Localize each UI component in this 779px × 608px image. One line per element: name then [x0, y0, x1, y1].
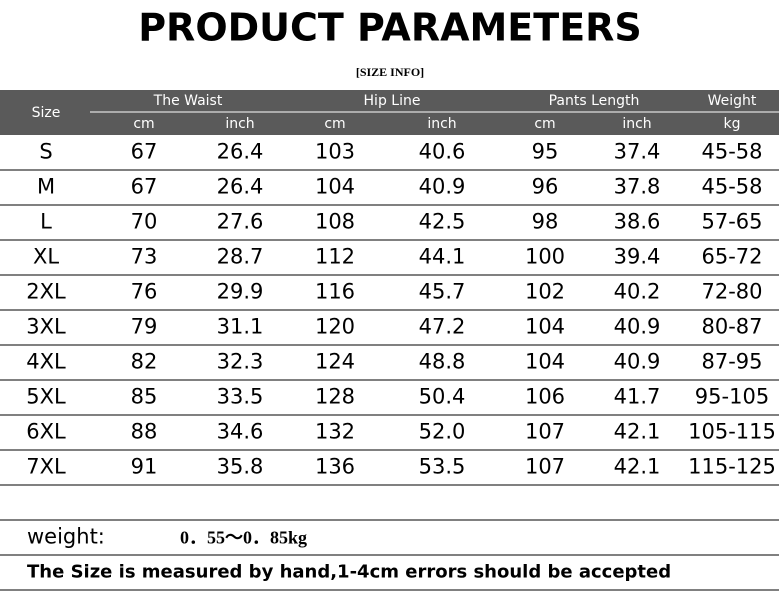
value-cell: 116 [315, 280, 355, 304]
value-cell: 45-58 [701, 175, 762, 199]
value-cell: 103 [315, 140, 355, 164]
unit-header: cm [133, 116, 154, 132]
size-cell: 3XL [26, 315, 66, 339]
size-cell: XL [33, 245, 59, 269]
value-cell: 39.4 [614, 245, 661, 269]
value-cell: 87-95 [701, 350, 762, 374]
value-cell: 28.7 [217, 245, 264, 269]
size-cell: L [40, 210, 52, 234]
value-cell: 128 [315, 385, 355, 409]
value-cell: 96 [532, 175, 559, 199]
value-cell: 67 [131, 175, 158, 199]
size-cell: 6XL [26, 420, 66, 444]
unit-header: inch [622, 116, 651, 132]
value-cell: 38.6 [614, 210, 661, 234]
unit-header: inch [427, 116, 456, 132]
value-cell: 34.6 [217, 420, 264, 444]
value-cell: 108 [315, 210, 355, 234]
value-cell: 67 [131, 140, 158, 164]
value-cell: 100 [525, 245, 565, 269]
unit-header: kg [724, 116, 741, 132]
value-cell: 47.2 [419, 315, 466, 339]
value-cell: 72-80 [701, 280, 762, 304]
value-cell: 104 [525, 350, 565, 374]
size-header: Size [32, 105, 61, 121]
size-cell: 5XL [26, 385, 66, 409]
group-header: Hip Line [364, 93, 421, 109]
size-cell: M [37, 175, 55, 199]
value-cell: 40.9 [419, 175, 466, 199]
value-cell: 85 [131, 385, 158, 409]
value-cell: 136 [315, 455, 355, 479]
value-cell: 31.1 [217, 315, 264, 339]
value-cell: 98 [532, 210, 559, 234]
value-cell: 40.2 [614, 280, 661, 304]
size-cell: 4XL [26, 350, 66, 374]
value-cell: 82 [131, 350, 158, 374]
value-cell: 79 [131, 315, 158, 339]
value-cell: 53.5 [419, 455, 466, 479]
value-cell: 42.1 [614, 455, 661, 479]
note: The Size is measured by hand,1-4cm error… [27, 562, 671, 583]
value-cell: 50.4 [419, 385, 466, 409]
value-cell: 65-72 [701, 245, 762, 269]
size-cell: 7XL [26, 455, 66, 479]
group-header: Weight [708, 93, 757, 109]
value-cell: 106 [525, 385, 565, 409]
unit-header: cm [534, 116, 555, 132]
weight-value: 0．55～0．85kg [180, 528, 307, 548]
value-cell: 33.5 [217, 385, 264, 409]
value-cell: 95 [532, 140, 559, 164]
value-cell: 120 [315, 315, 355, 339]
value-cell: 40.6 [419, 140, 466, 164]
value-cell: 29.9 [217, 280, 264, 304]
weight-label: weight: [27, 525, 105, 549]
value-cell: 26.4 [217, 175, 264, 199]
value-cell: 112 [315, 245, 355, 269]
value-cell: 105-115 [688, 420, 776, 444]
value-cell: 27.6 [217, 210, 264, 234]
value-cell: 104 [525, 315, 565, 339]
value-cell: 37.4 [614, 140, 661, 164]
value-cell: 102 [525, 280, 565, 304]
value-cell: 115-125 [688, 455, 776, 479]
value-cell: 40.9 [614, 315, 661, 339]
size-cell: 2XL [26, 280, 66, 304]
value-cell: 42.1 [614, 420, 661, 444]
value-cell: 35.8 [217, 455, 264, 479]
value-cell: 37.8 [614, 175, 661, 199]
value-cell: 70 [131, 210, 158, 234]
value-cell: 41.7 [614, 385, 661, 409]
value-cell: 76 [131, 280, 158, 304]
title: PRODUCT PARAMETERS [138, 6, 642, 50]
value-cell: 95-105 [695, 385, 769, 409]
unit-header: cm [324, 116, 345, 132]
value-cell: 91 [131, 455, 158, 479]
subtitle: [SIZE INFO] [356, 65, 424, 79]
value-cell: 48.8 [419, 350, 466, 374]
group-header: The Waist [153, 93, 223, 109]
size-cell: S [39, 140, 52, 164]
value-cell: 44.1 [419, 245, 466, 269]
value-cell: 88 [131, 420, 158, 444]
value-cell: 107 [525, 455, 565, 479]
value-cell: 104 [315, 175, 355, 199]
value-cell: 80-87 [701, 315, 762, 339]
group-header: Pants Length [549, 93, 640, 109]
value-cell: 57-65 [701, 210, 762, 234]
value-cell: 45-58 [701, 140, 762, 164]
value-cell: 124 [315, 350, 355, 374]
value-cell: 45.7 [419, 280, 466, 304]
value-cell: 73 [131, 245, 158, 269]
value-cell: 26.4 [217, 140, 264, 164]
value-cell: 40.9 [614, 350, 661, 374]
value-cell: 42.5 [419, 210, 466, 234]
unit-header: inch [225, 116, 254, 132]
value-cell: 32.3 [217, 350, 264, 374]
value-cell: 107 [525, 420, 565, 444]
value-cell: 52.0 [419, 420, 466, 444]
value-cell: 132 [315, 420, 355, 444]
